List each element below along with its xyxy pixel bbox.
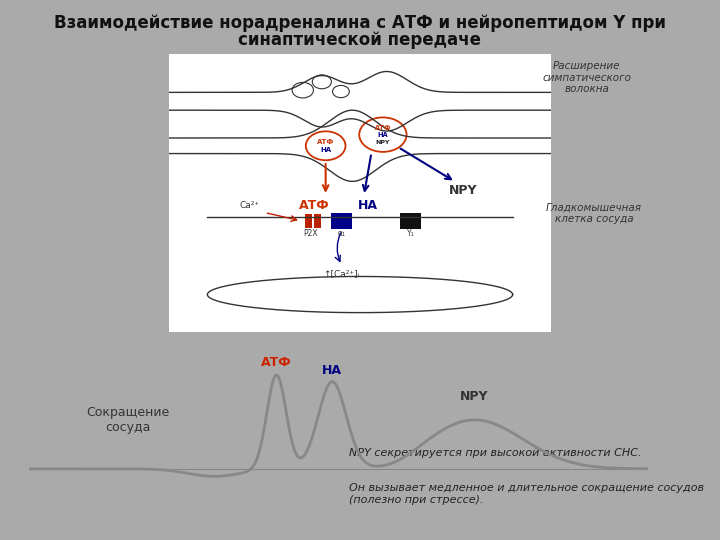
Text: Он вызывает медленное и длительное сокращение сосудов
(полезно при стрессе).: Он вызывает медленное и длительное сокра… [349, 483, 704, 505]
Text: НА: НА [320, 147, 331, 153]
Text: НА: НА [377, 132, 388, 138]
Text: NPY: NPY [376, 140, 390, 145]
Bar [314, 214, 321, 228]
Text: NPY: NPY [449, 184, 477, 197]
Text: ↑[Ca²⁺]ᵢ: ↑[Ca²⁺]ᵢ [323, 269, 360, 278]
Text: Сокращение
сосуда: Сокращение сосуда [86, 406, 169, 434]
Text: НА: НА [323, 363, 342, 376]
Text: Y₁: Y₁ [407, 229, 414, 238]
Text: синаптической передаче: синаптической передаче [238, 31, 482, 49]
Text: НА: НА [358, 199, 377, 212]
Bar [331, 213, 352, 228]
Text: α₁: α₁ [338, 229, 346, 238]
Text: АТФ: АТФ [299, 199, 330, 212]
Text: АТФ: АТФ [317, 139, 334, 145]
Text: Расширение
симпатического
волокна: Расширение симпатического волокна [542, 61, 631, 94]
Text: NPY секретируется при высокой активности СНС.: NPY секретируется при высокой активности… [349, 448, 642, 458]
Text: АТФ: АТФ [374, 125, 391, 131]
Text: АТФ: АТФ [261, 356, 292, 369]
Text: Взаимодействие норадреналина с АТФ и нейропептидом Y при: Взаимодействие норадреналина с АТФ и ней… [54, 14, 666, 31]
Text: P2X: P2X [303, 229, 318, 238]
Text: Ca²⁺: Ca²⁺ [239, 201, 259, 210]
Bar [305, 214, 312, 228]
Text: NPY: NPY [460, 390, 489, 403]
Text: Гладкомышечная
клетка сосуда: Гладкомышечная клетка сосуда [546, 202, 642, 224]
Bar [400, 213, 421, 228]
FancyBboxPatch shape [169, 54, 551, 332]
